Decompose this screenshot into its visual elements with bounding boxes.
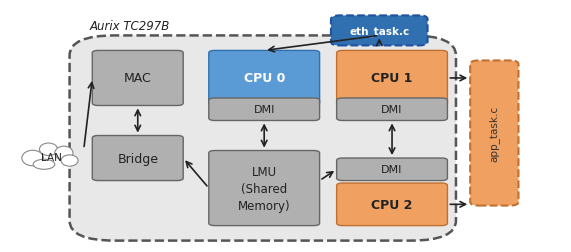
Text: Bridge: Bridge <box>117 152 158 165</box>
FancyBboxPatch shape <box>337 159 448 181</box>
FancyBboxPatch shape <box>337 183 448 226</box>
Text: eth_task.c: eth_task.c <box>349 26 409 36</box>
Text: CPU 1: CPU 1 <box>371 72 413 85</box>
FancyBboxPatch shape <box>70 36 456 241</box>
Ellipse shape <box>61 155 78 167</box>
Text: DMI: DMI <box>254 105 275 115</box>
Text: Aurix TC297B: Aurix TC297B <box>90 20 170 33</box>
FancyBboxPatch shape <box>209 151 320 226</box>
FancyBboxPatch shape <box>93 51 183 106</box>
FancyBboxPatch shape <box>209 99 320 121</box>
FancyBboxPatch shape <box>93 136 183 181</box>
Ellipse shape <box>39 143 58 156</box>
FancyBboxPatch shape <box>209 51 320 106</box>
Ellipse shape <box>22 151 43 166</box>
FancyBboxPatch shape <box>337 51 448 106</box>
FancyBboxPatch shape <box>331 16 428 46</box>
Text: LMU
(Shared
Memory): LMU (Shared Memory) <box>238 165 291 212</box>
Text: CPU 2: CPU 2 <box>371 198 413 211</box>
Text: LAN: LAN <box>41 152 62 162</box>
Text: DMI: DMI <box>381 165 403 175</box>
FancyBboxPatch shape <box>470 61 518 206</box>
Ellipse shape <box>55 147 73 160</box>
FancyBboxPatch shape <box>337 99 448 121</box>
Ellipse shape <box>33 160 55 170</box>
Text: MAC: MAC <box>124 72 152 85</box>
Text: CPU 0: CPU 0 <box>243 72 285 85</box>
Text: app_task.c: app_task.c <box>489 106 500 162</box>
Text: DMI: DMI <box>381 105 403 115</box>
